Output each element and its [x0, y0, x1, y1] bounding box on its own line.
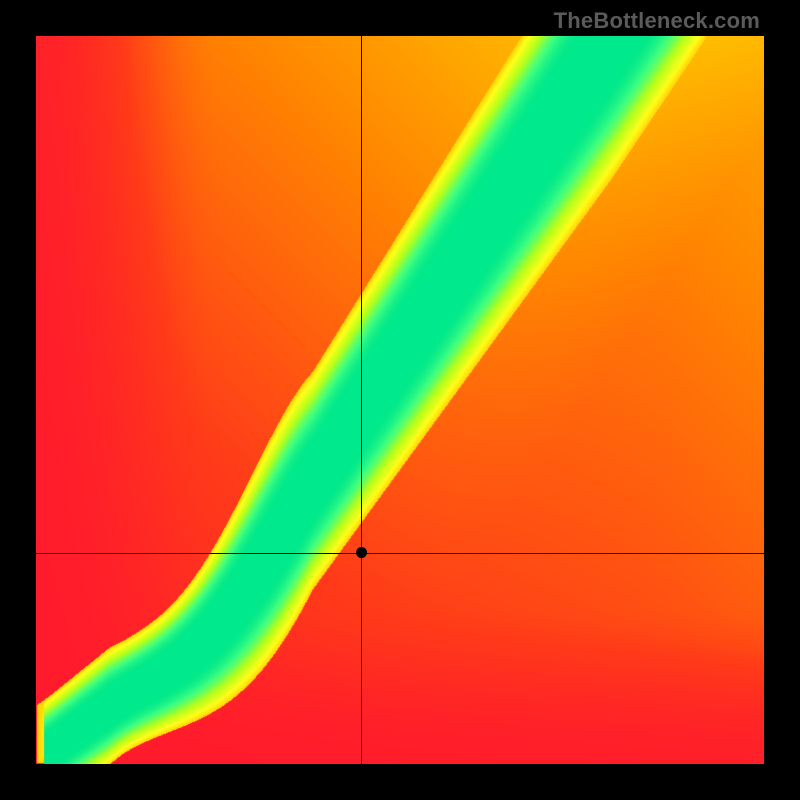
plot-frame: [36, 36, 764, 764]
crosshair-vertical: [361, 36, 362, 764]
chart-stage: TheBottleneck.com: [0, 0, 800, 800]
attribution-watermark: TheBottleneck.com: [554, 8, 760, 34]
selection-marker: [356, 547, 367, 558]
bottleneck-heatmap: [36, 36, 764, 764]
crosshair-horizontal: [36, 553, 764, 554]
